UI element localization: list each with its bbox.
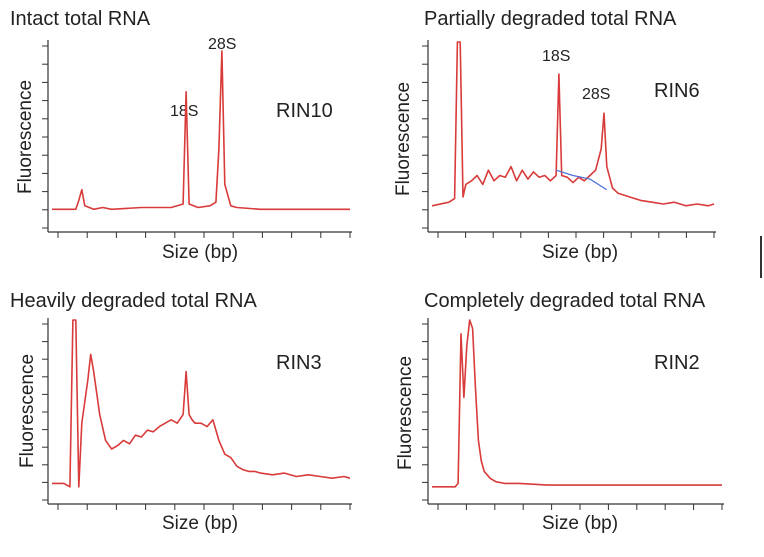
chart-title-complete: Completely degraded total RNA bbox=[424, 290, 706, 312]
rin-label-complete: RIN2 bbox=[654, 352, 700, 374]
chart-title-partial: Partially degraded total RNA bbox=[424, 8, 677, 30]
rin-label-partial: RIN6 bbox=[654, 80, 700, 102]
peak-label-18s-intact: 18S bbox=[170, 103, 199, 120]
x-axis-label-intact: Size (bp) bbox=[162, 242, 239, 263]
peak-label-18s-partial: 18S bbox=[542, 48, 571, 65]
rin-label-heavy: RIN3 bbox=[276, 352, 322, 374]
rin-label-intact: RIN10 bbox=[276, 100, 333, 122]
trace-line-complete bbox=[432, 319, 722, 488]
chart-title-heavy: Heavily degraded total RNA bbox=[10, 290, 257, 312]
x-axis-label-heavy: Size (bp) bbox=[162, 513, 239, 534]
trace-line-intact bbox=[52, 50, 350, 211]
chart-title-intact: Intact total RNA bbox=[10, 8, 151, 30]
trace-line-partial bbox=[431, 41, 715, 207]
peak-label-28s-partial: 28S bbox=[582, 86, 611, 103]
x-axis-label-complete: Size (bp) bbox=[542, 513, 619, 534]
peak-label-28s-intact: 28S bbox=[208, 36, 237, 53]
trace-line-heavy bbox=[52, 319, 351, 488]
baseline-fit-line-partial bbox=[555, 169, 608, 191]
divider-mark bbox=[760, 236, 762, 278]
x-axis-label-partial: Size (bp) bbox=[542, 242, 619, 263]
